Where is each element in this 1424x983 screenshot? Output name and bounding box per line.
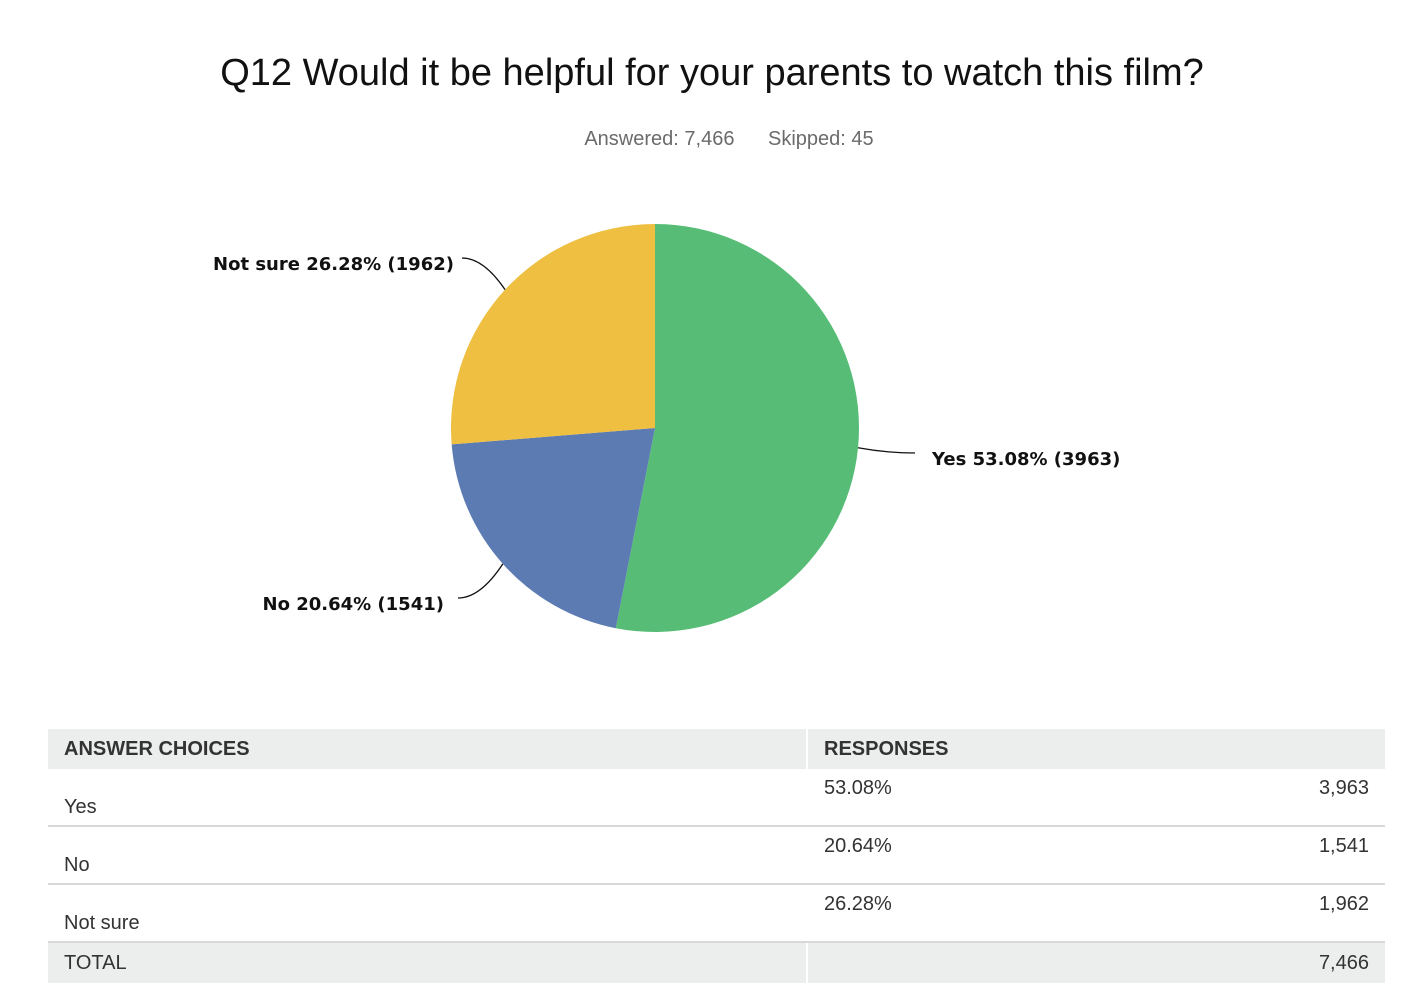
slice-label: Not sure 26.28% (1962) [213, 254, 454, 275]
slice-label: Yes 53.08% (3963) [931, 449, 1120, 470]
total-count: 7,466 [1125, 942, 1385, 983]
header-answer-choices: ANSWER CHOICES [48, 729, 807, 769]
response-count: 1,541 [1125, 826, 1385, 885]
choice-label: Yes [48, 769, 807, 827]
slice-label: No 20.64% (1541) [263, 594, 445, 615]
pie-slice-no [451, 428, 655, 629]
response-count: 3,963 [1125, 769, 1385, 827]
chart-title: Q12 Would it be helpful for your parents… [220, 52, 1204, 94]
choice-label: Not sure [48, 884, 807, 943]
total-label: TOTAL [48, 942, 807, 983]
answer-table: ANSWER CHOICES RESPONSES Yes 53.08% 3,96… [48, 729, 1385, 983]
response-count: 1,962 [1125, 884, 1385, 943]
skipped-count: Skipped: 45 [768, 128, 874, 150]
choice-label: No [48, 826, 807, 885]
response-summary: Answered: 7,466 Skipped: 45 [0, 128, 1424, 151]
response-percent: 53.08% [806, 769, 1126, 827]
leader-line [857, 447, 916, 454]
leader-line [457, 563, 504, 599]
pie-slice-not-sure [451, 224, 655, 445]
response-percent: 26.28% [806, 884, 1126, 943]
leader-line [461, 257, 506, 291]
response-percent: 20.64% [806, 826, 1126, 885]
total-spacer [806, 942, 1126, 983]
table-row: Not sure 26.28% 1,962 [48, 884, 1385, 943]
table-row: No 20.64% 1,541 [48, 826, 1385, 885]
pie-chart: Yes 53.08% (3963) No 20.64% (1541) Not sur… [213, 224, 1120, 632]
header-responses: RESPONSES [806, 729, 1385, 769]
answered-count: Answered: 7,466 [584, 128, 735, 150]
total-row: TOTAL 7,466 [48, 942, 1385, 983]
pie-slice-yes [615, 224, 860, 632]
table-row: Yes 53.08% 3,963 [48, 769, 1385, 827]
